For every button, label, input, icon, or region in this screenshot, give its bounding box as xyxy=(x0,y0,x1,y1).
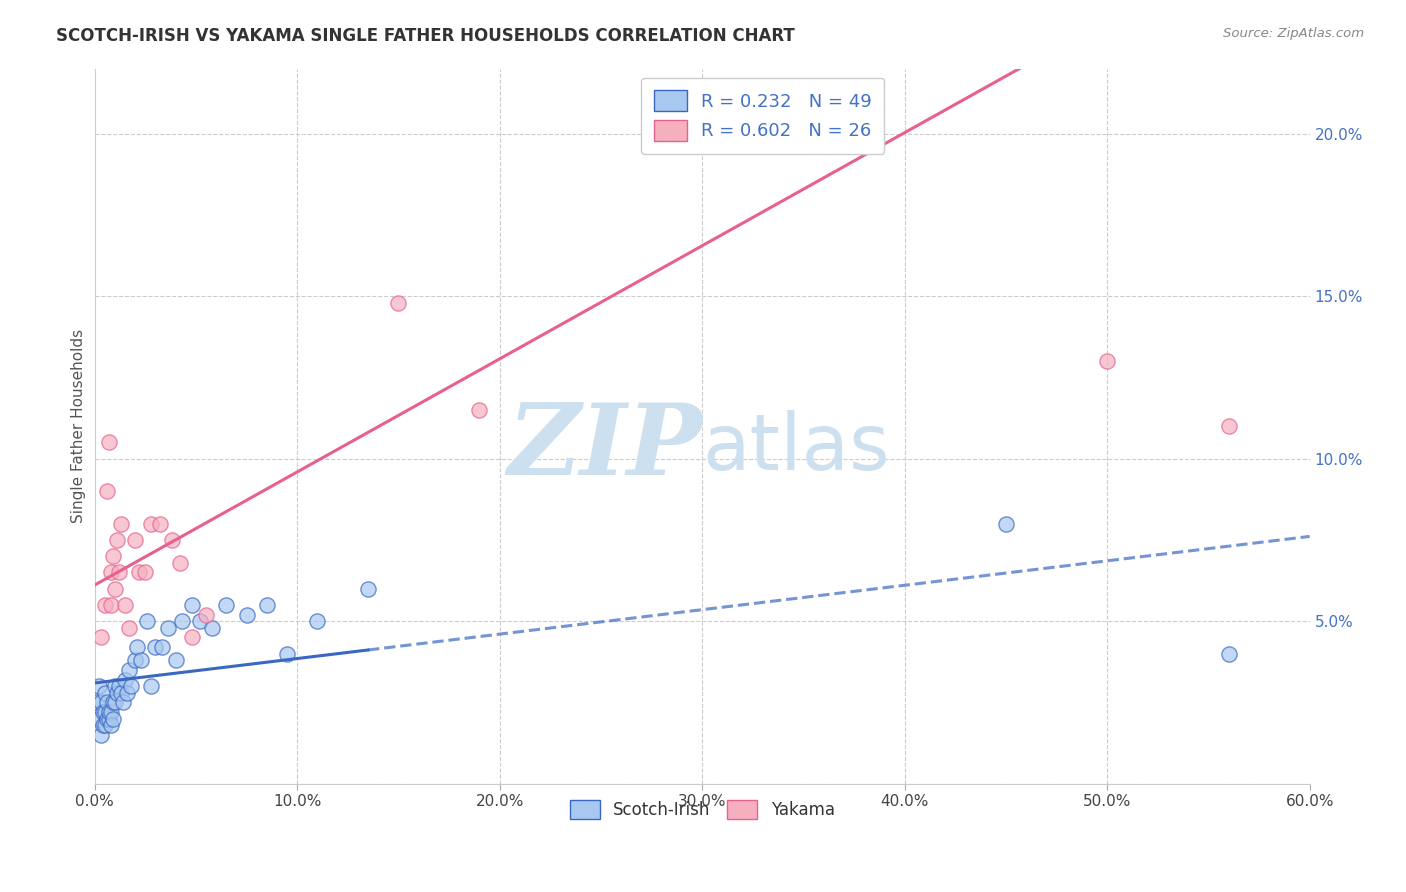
Point xyxy=(1218,419,1240,434)
Point xyxy=(101,696,124,710)
Point xyxy=(96,696,118,710)
Text: ZIP: ZIP xyxy=(508,400,702,496)
Point xyxy=(94,705,117,719)
Point xyxy=(169,556,191,570)
Point xyxy=(97,435,120,450)
Text: Source: ZipAtlas.com: Source: ZipAtlas.com xyxy=(1223,27,1364,40)
Point xyxy=(110,686,132,700)
Point xyxy=(94,598,117,612)
Point xyxy=(97,705,120,719)
Point xyxy=(112,696,135,710)
Point xyxy=(215,598,238,612)
Point xyxy=(115,686,138,700)
Point xyxy=(387,295,409,310)
Point xyxy=(141,679,163,693)
Point xyxy=(108,679,131,693)
Point xyxy=(114,598,136,612)
Point xyxy=(100,718,122,732)
Point xyxy=(96,484,118,499)
Y-axis label: Single Father Households: Single Father Households xyxy=(72,329,86,524)
Point xyxy=(104,679,127,693)
Point xyxy=(165,653,187,667)
Point xyxy=(994,516,1017,531)
Point xyxy=(180,631,202,645)
Point xyxy=(90,631,112,645)
Point xyxy=(170,614,193,628)
Point xyxy=(160,533,183,547)
Point xyxy=(94,718,117,732)
Point xyxy=(94,686,117,700)
Point xyxy=(134,566,156,580)
Point xyxy=(156,621,179,635)
Point xyxy=(91,718,114,732)
Point xyxy=(129,653,152,667)
Point xyxy=(136,614,159,628)
Point xyxy=(100,566,122,580)
Point xyxy=(145,640,167,655)
Point xyxy=(118,663,141,677)
Point xyxy=(1095,354,1118,368)
Point xyxy=(105,533,128,547)
Point xyxy=(104,696,127,710)
Point xyxy=(114,673,136,687)
Point xyxy=(90,728,112,742)
Point xyxy=(128,566,150,580)
Point xyxy=(118,621,141,635)
Point xyxy=(105,686,128,700)
Point xyxy=(120,679,142,693)
Point xyxy=(127,640,149,655)
Text: SCOTCH-IRISH VS YAKAMA SINGLE FATHER HOUSEHOLDS CORRELATION CHART: SCOTCH-IRISH VS YAKAMA SINGLE FATHER HOU… xyxy=(56,27,794,45)
Point xyxy=(86,696,108,710)
Point xyxy=(124,653,146,667)
Point xyxy=(87,712,110,726)
Point xyxy=(276,647,298,661)
Point xyxy=(188,614,211,628)
Point xyxy=(124,533,146,547)
Point xyxy=(87,679,110,693)
Point xyxy=(110,516,132,531)
Point xyxy=(100,705,122,719)
Point xyxy=(235,607,257,622)
Legend: Scotch-Irish, Yakama: Scotch-Irish, Yakama xyxy=(564,793,841,825)
Point xyxy=(150,640,173,655)
Point xyxy=(91,705,114,719)
Point xyxy=(100,598,122,612)
Point xyxy=(195,607,218,622)
Point xyxy=(180,598,202,612)
Point xyxy=(1218,647,1240,661)
Point xyxy=(101,712,124,726)
Point xyxy=(357,582,380,596)
Point xyxy=(141,516,163,531)
Point xyxy=(256,598,278,612)
Point xyxy=(90,696,112,710)
Point xyxy=(307,614,329,628)
Text: atlas: atlas xyxy=(702,409,890,485)
Point xyxy=(148,516,170,531)
Point xyxy=(104,582,127,596)
Point xyxy=(96,712,118,726)
Point xyxy=(101,549,124,564)
Point xyxy=(201,621,224,635)
Point xyxy=(468,402,491,417)
Point xyxy=(108,566,131,580)
Point xyxy=(97,712,120,726)
